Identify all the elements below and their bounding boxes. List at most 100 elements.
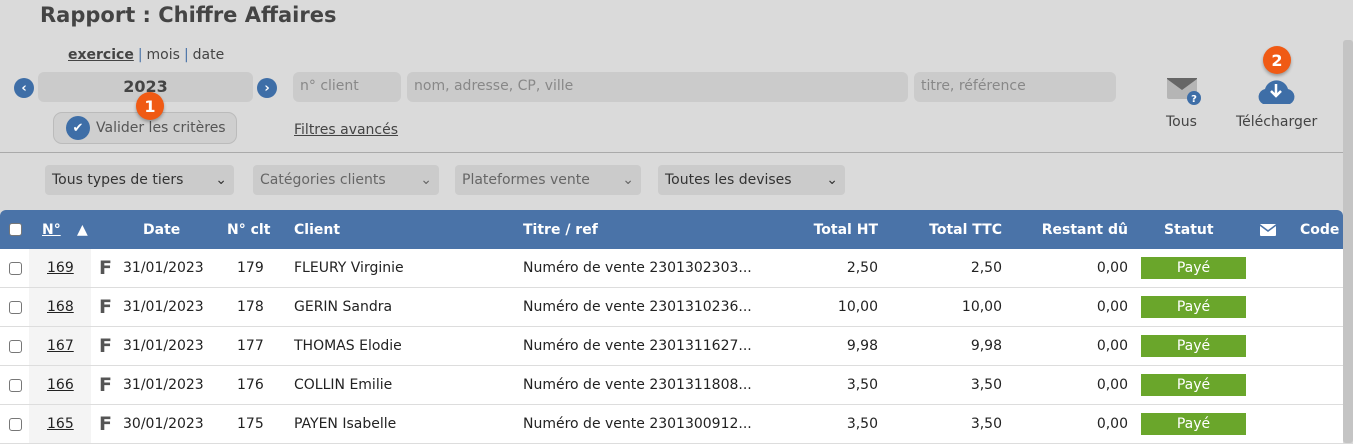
col-date[interactable]: Date (143, 221, 181, 238)
col-remaining[interactable]: Restant dû (1041, 221, 1128, 238)
status-badge: Payé (1141, 413, 1246, 435)
col-code[interactable]: Code (1300, 221, 1340, 238)
cloud-download-icon (1258, 80, 1295, 104)
total-ht: 9,98 (846, 338, 878, 354)
total-ht: 10,00 (837, 299, 878, 315)
tiers-type-select[interactable]: Tous types de tiers ⌄ (45, 165, 234, 195)
remaining: 0,00 (1096, 377, 1128, 393)
tous-label: Tous (1166, 114, 1197, 130)
client-number-input[interactable]: n° client (293, 72, 401, 102)
status-badge: Payé (1141, 335, 1246, 357)
sort-asc-icon[interactable]: ▲ (77, 221, 88, 238)
check-icon: ✔ (66, 116, 90, 140)
client-number: 177 (237, 338, 264, 354)
client-name: COLLIN Emilie (294, 377, 393, 393)
total-ttc: 3,50 (970, 416, 1002, 432)
invoice-number-link[interactable]: 166 (47, 377, 74, 393)
invoice-type: F (99, 413, 112, 435)
remaining: 0,00 (1096, 416, 1128, 432)
row-checkbox[interactable] (9, 339, 22, 353)
scrollbar[interactable] (1343, 40, 1353, 443)
invoice-number-link[interactable]: 169 (47, 260, 74, 276)
col-status[interactable]: Statut (1164, 221, 1214, 238)
remaining: 0,00 (1096, 299, 1128, 315)
row-checkbox[interactable] (9, 378, 22, 392)
period-selector: exercice | mois | date (68, 47, 225, 63)
download-label: Télécharger (1236, 114, 1318, 130)
currency-select[interactable]: Toutes les devises ⌄ (658, 165, 845, 195)
invoice-number-link[interactable]: 167 (47, 338, 74, 354)
email-all-button[interactable]: ? Tous (1160, 74, 1206, 130)
chevron-down-icon: ⌄ (420, 172, 432, 188)
advanced-filters-link[interactable]: Filtres avancés (294, 122, 399, 138)
envelope-question-icon: ? (1167, 78, 1201, 105)
title-ref: Numéro de vente 2301300912... (523, 416, 752, 432)
client-name: FLEURY Virginie (294, 260, 404, 276)
download-button[interactable]: Télécharger (1234, 74, 1324, 130)
period-mois[interactable]: mois (146, 47, 180, 63)
next-year-button[interactable]: › (257, 78, 277, 98)
sales-platforms-select[interactable]: Plateformes vente ⌄ (455, 165, 641, 195)
sales-table: N° ▲ Date N° clt Client Titre / ref Tota… (0, 210, 1343, 444)
chevron-down-icon: ⌄ (826, 172, 838, 188)
total-ttc: 3,50 (970, 377, 1002, 393)
invoice-number-link[interactable]: 168 (47, 299, 74, 315)
total-ht: 2,50 (846, 260, 878, 276)
chevron-down-icon: ⌄ (622, 172, 634, 188)
chevron-down-icon: ⌄ (215, 172, 227, 188)
client-number: 175 (237, 416, 264, 432)
table-header: N° ▲ Date N° clt Client Titre / ref Tota… (0, 210, 1343, 249)
svg-text:?: ? (1191, 94, 1197, 105)
remaining: 0,00 (1096, 338, 1128, 354)
invoice-type: F (99, 374, 112, 396)
title-ref: Numéro de vente 2301311808... (523, 377, 752, 393)
total-ttc: 10,00 (961, 299, 1002, 315)
title-ref: Numéro de vente 2301302303... (523, 260, 752, 276)
row-checkbox[interactable] (9, 261, 22, 275)
col-no[interactable]: N° (42, 221, 61, 238)
period-date[interactable]: date (192, 47, 225, 63)
col-client-no[interactable]: N° clt (227, 221, 271, 238)
prev-year-button[interactable]: ‹ (14, 78, 34, 98)
invoice-type: F (99, 257, 112, 279)
date: 31/01/2023 (123, 260, 204, 276)
status-badge: Payé (1141, 374, 1246, 396)
title-reference-input[interactable]: titre, référence (914, 72, 1116, 102)
table-row[interactable]: 167 F 31/01/2023 177 THOMAS Elodie Numér… (0, 327, 1343, 366)
step-badge-2: 2 (1263, 46, 1291, 74)
invoice-type: F (99, 335, 112, 357)
table-row[interactable]: 168 F 31/01/2023 178 GERIN Sandra Numéro… (0, 288, 1343, 327)
row-checkbox[interactable] (9, 300, 22, 314)
client-name: GERIN Sandra (294, 299, 393, 315)
col-total-ttc[interactable]: Total TTC (929, 221, 1002, 238)
total-ht: 3,50 (846, 416, 878, 432)
date: 30/01/2023 (123, 416, 204, 432)
row-checkbox[interactable] (9, 417, 22, 431)
name-address-input[interactable]: nom, adresse, CP, ville (407, 72, 908, 102)
page-title: Rapport : Chiffre Affaires (40, 3, 337, 27)
date: 31/01/2023 (123, 299, 204, 315)
status-badge: Payé (1141, 296, 1246, 318)
total-ttc: 2,50 (970, 260, 1002, 276)
status-badge: Payé (1141, 257, 1246, 279)
client-number: 179 (237, 260, 264, 276)
select-all-checkbox[interactable] (9, 223, 22, 236)
client-number: 176 (237, 377, 264, 393)
total-ht: 3,50 (846, 377, 878, 393)
divider (0, 152, 1343, 153)
col-title[interactable]: Titre / ref (523, 221, 598, 238)
invoice-number-link[interactable]: 165 (47, 416, 74, 432)
step-badge-1: 1 (136, 92, 164, 120)
period-exercice[interactable]: exercice (68, 47, 134, 63)
table-row[interactable]: 166 F 31/01/2023 176 COLLIN Emilie Numér… (0, 366, 1343, 405)
client-number: 178 (237, 299, 264, 315)
client-categories-select[interactable]: Catégories clients ⌄ (253, 165, 439, 195)
table-row[interactable]: 165 F 30/01/2023 175 PAYEN Isabelle Numé… (0, 405, 1343, 444)
col-total-ht[interactable]: Total HT (813, 221, 878, 238)
validate-criteria-button[interactable]: ✔ Valider les critères (53, 112, 237, 144)
validate-label: Valider les critères (96, 120, 226, 136)
date: 31/01/2023 (123, 338, 204, 354)
title-ref: Numéro de vente 2301311627... (523, 338, 752, 354)
table-row[interactable]: 169 F 31/01/2023 179 FLEURY Virginie Num… (0, 249, 1343, 288)
col-client[interactable]: Client (294, 221, 341, 238)
